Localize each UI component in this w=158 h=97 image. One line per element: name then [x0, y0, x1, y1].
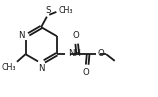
- Text: O: O: [72, 31, 79, 40]
- Text: N: N: [18, 31, 25, 40]
- Text: S: S: [46, 6, 51, 15]
- Text: CH₃: CH₃: [1, 63, 15, 72]
- Text: N: N: [38, 64, 45, 73]
- Text: O: O: [83, 68, 90, 77]
- Text: NH: NH: [68, 49, 81, 58]
- Text: O: O: [98, 49, 104, 58]
- Text: CH₃: CH₃: [58, 6, 73, 16]
